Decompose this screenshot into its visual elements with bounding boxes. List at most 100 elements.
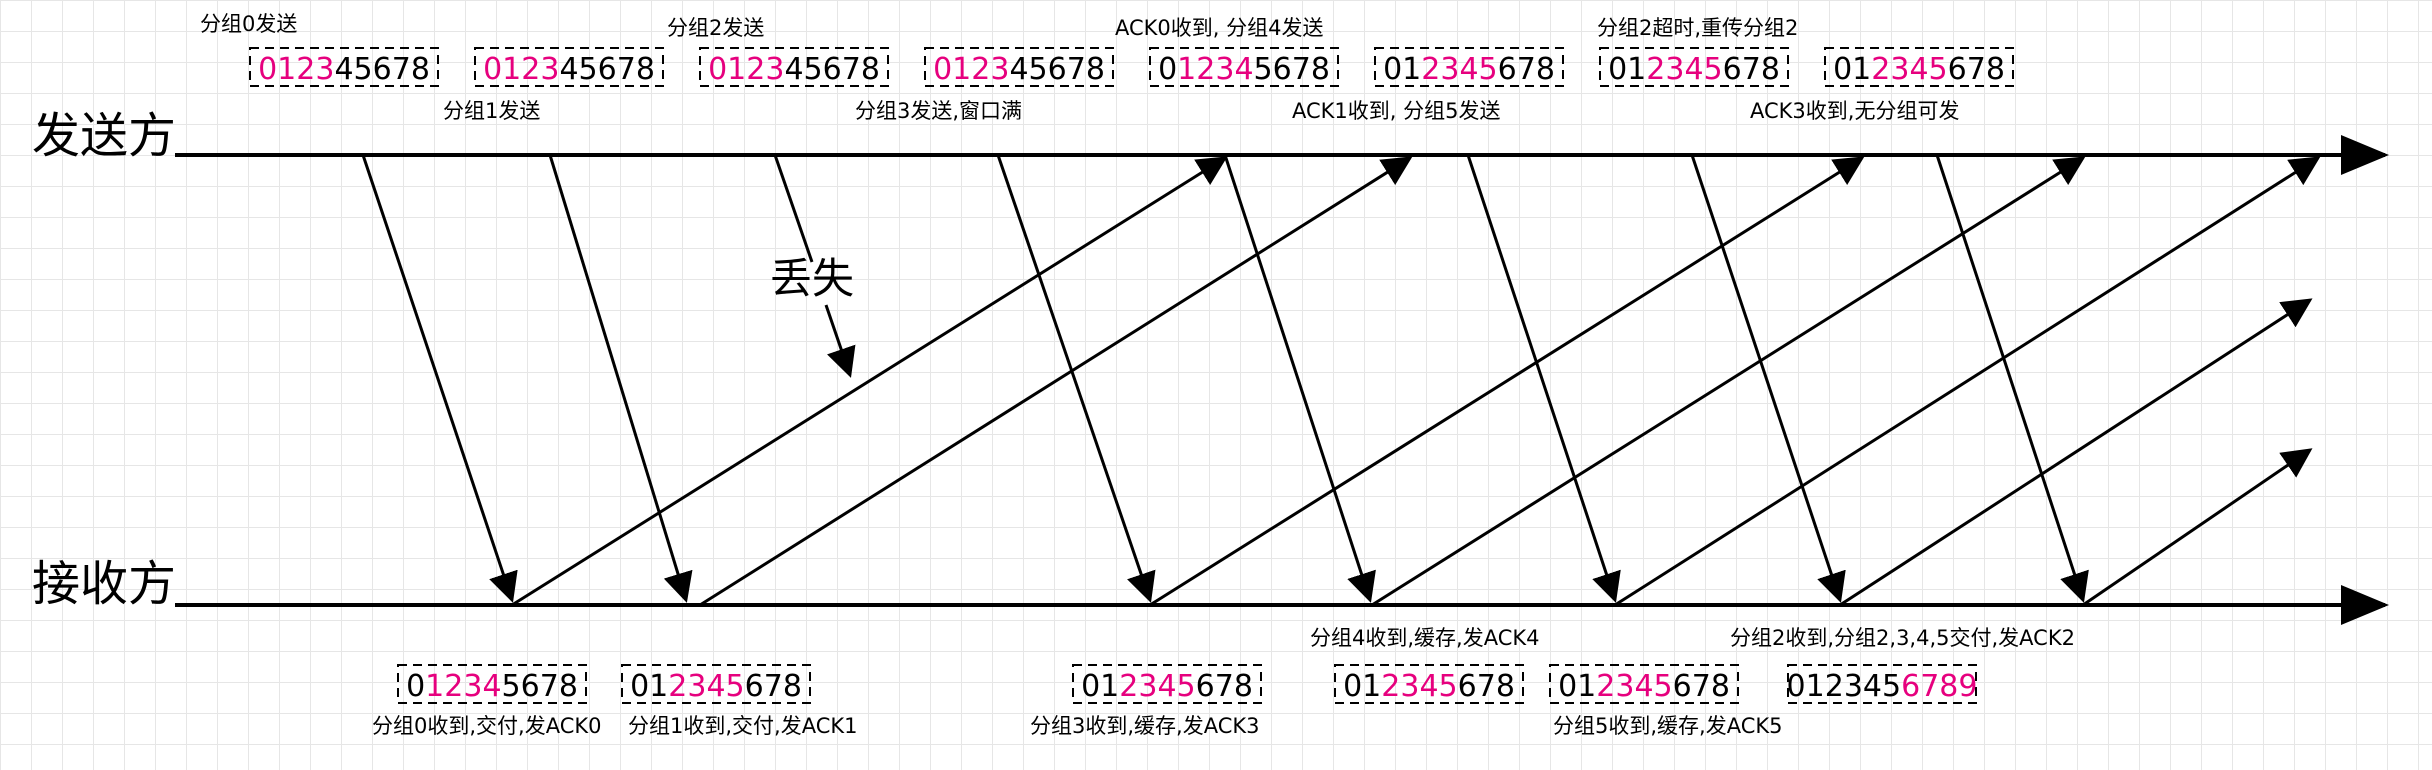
sender-window-5-digit: 4 [1459, 52, 1478, 87]
receiver-window-5-digit: 6 [1901, 669, 1920, 704]
sender-window-0-digit: 1 [277, 52, 296, 87]
sender-window-0-digit: 2 [296, 52, 315, 87]
ack-5-arrow [1614, 156, 2321, 607]
sender-window-0: 012345678 [249, 47, 439, 87]
receiver-window-0: 012345678 [397, 664, 587, 704]
sender-window-7-digit: 2 [1871, 52, 1890, 87]
sender-window-1-digit: 8 [636, 52, 655, 87]
ack-0-arrow [511, 156, 1228, 607]
sender-window-0-digit: 4 [334, 52, 353, 87]
receiver-window-0-digit: 0 [406, 669, 425, 704]
receiver-window-3-digit: 5 [1439, 669, 1458, 704]
receiver-windows: 012345678 012345678 012345678 012345678 … [397, 664, 1977, 704]
packet-3-arrow [996, 154, 1156, 603]
receiver-window-1-digit: 6 [745, 669, 764, 704]
receiver-window-5-digit: 7 [1920, 669, 1939, 704]
receiver-window-5: 0123456789 [1787, 664, 1977, 704]
ack-arrows [511, 156, 2321, 607]
sender-window-6-digit: 7 [1742, 52, 1761, 87]
receiver-window-5-digit: 5 [1882, 669, 1901, 704]
receiver-window-2-digit: 2 [1119, 669, 1138, 704]
receiver-window-4: 012345678 [1549, 664, 1739, 704]
sender-window-0-digit: 0 [258, 52, 277, 87]
receiver-window-5-digit: 2 [1825, 669, 1844, 704]
sender-window-4-digit: 4 [1234, 52, 1253, 87]
sender-window-6-digit: 1 [1627, 52, 1646, 87]
receiver-window-3-digit: 2 [1381, 669, 1400, 704]
sender-window-3-seq: 012345678 [933, 52, 1105, 87]
receiver-window-1-digit: 3 [687, 669, 706, 704]
receiver-window-4-digit: 2 [1596, 669, 1615, 704]
receiver-window-5-digit: 1 [1806, 669, 1825, 704]
sender-note-2: 分组2发送 [667, 16, 764, 40]
sender-window-7-digit: 1 [1852, 52, 1871, 87]
sender-window-1-digit: 2 [521, 52, 540, 87]
sender-window-3-digit: 7 [1067, 52, 1086, 87]
sender-window-2-digit: 8 [861, 52, 880, 87]
sender-label: 发送方 [32, 108, 176, 164]
sender-window-2-digit: 2 [746, 52, 765, 87]
sender-window-7-digit: 4 [1909, 52, 1928, 87]
receiver-window-3-digit: 6 [1458, 669, 1477, 704]
sender-window-6-digit: 6 [1723, 52, 1742, 87]
receiver-window-2-digit: 7 [1215, 669, 1234, 704]
receiver-window-4-digit: 5 [1654, 669, 1673, 704]
receiver-window-1-digit: 8 [783, 669, 802, 704]
sender-window-3-digit: 4 [1009, 52, 1028, 87]
packet-after-arrow [1935, 154, 2089, 603]
receiver-window-0-digit: 6 [521, 669, 540, 704]
receiver-window-4-seq: 012345678 [1558, 669, 1730, 704]
ack-3-arrow [1149, 156, 1865, 607]
sender-window-6-digit: 3 [1665, 52, 1684, 87]
sender-window-5-seq: 012345678 [1383, 52, 1555, 87]
sender-window-1-digit: 3 [540, 52, 559, 87]
receiver-note-4: 分组5收到,缓存,发ACK5 [1553, 714, 1783, 738]
receiver-window-1-digit: 1 [649, 669, 668, 704]
sender-note-7: ACK3收到,无分组可发 [1750, 99, 1959, 123]
sender-window-1-digit: 0 [483, 52, 502, 87]
packet-2-retransmit-arrow [1690, 154, 1846, 603]
receiver-window-5-digit: 3 [1844, 669, 1863, 704]
receiver-window-1-digit: 7 [764, 669, 783, 704]
sender-window-4: 012345678 [1149, 47, 1339, 87]
sender-window-5-digit: 1 [1402, 52, 1421, 87]
sender-window-7-digit: 5 [1929, 52, 1948, 87]
receiver-window-4-digit: 0 [1558, 669, 1577, 704]
sender-window-4-digit: 0 [1158, 52, 1177, 87]
receiver-window-3-digit: 3 [1400, 669, 1419, 704]
sender-window-1: 012345678 [474, 47, 664, 87]
receiver-note-2: 分组3收到,缓存,发ACK3 [1030, 714, 1260, 738]
receiver-window-1-seq: 012345678 [630, 669, 802, 704]
sender-window-1-digit: 6 [598, 52, 617, 87]
sender-window-4-digit: 2 [1196, 52, 1215, 87]
sender-window-5-digit: 8 [1536, 52, 1555, 87]
receiver-window-3-digit: 4 [1419, 669, 1438, 704]
ack-4-arrow [1371, 156, 2086, 607]
sender-window-2-seq: 012345678 [708, 52, 880, 87]
sender-window-4-digit: 7 [1292, 52, 1311, 87]
receiver-window-1-digit: 5 [726, 669, 745, 704]
sender-window-6-digit: 4 [1684, 52, 1703, 87]
receiver-window-3-digit: 7 [1477, 669, 1496, 704]
sender-note-1: 分组1发送 [443, 99, 540, 123]
sender-window-0-digit: 5 [354, 52, 373, 87]
receiver-window-4-digit: 1 [1577, 669, 1596, 704]
ack-2-arrow [1839, 298, 2313, 607]
sender-window-7-digit: 7 [1967, 52, 1986, 87]
receiver-window-2-digit: 4 [1157, 669, 1176, 704]
sender-window-5-digit: 0 [1383, 52, 1402, 87]
sender-window-2-digit: 7 [842, 52, 861, 87]
sender-window-2: 012345678 [699, 47, 889, 87]
receiver-window-2-digit: 6 [1196, 669, 1215, 704]
packet-4-arrow [1223, 154, 1376, 603]
sender-window-4-digit: 1 [1177, 52, 1196, 87]
sender-window-7-digit: 0 [1833, 52, 1852, 87]
sender-window-6-digit: 0 [1608, 52, 1627, 87]
receiver-window-2: 012345678 [1072, 664, 1262, 704]
sender-window-3-digit: 5 [1029, 52, 1048, 87]
sender-window-4-seq: 012345678 [1158, 52, 1330, 87]
sender-window-0-digit: 7 [392, 52, 411, 87]
sender-window-5-digit: 6 [1498, 52, 1517, 87]
receiver-window-4-digit: 7 [1692, 669, 1711, 704]
sender-window-6-digit: 8 [1761, 52, 1780, 87]
